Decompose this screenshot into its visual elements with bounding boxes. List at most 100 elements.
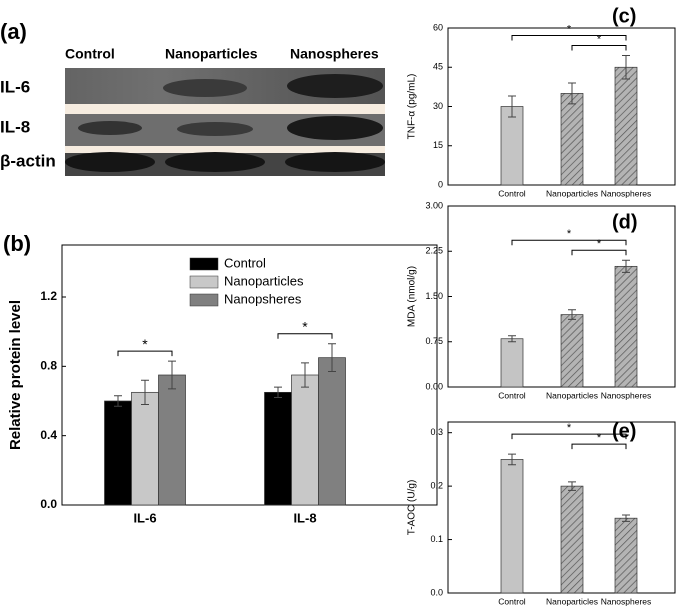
column-label: Control <box>65 46 115 62</box>
x-tick-label: Control <box>498 390 526 400</box>
y-tick-label: 0.0 <box>430 587 443 597</box>
error-bar <box>622 54 630 80</box>
blot-band <box>65 152 155 172</box>
significance-bracket <box>511 34 627 41</box>
significance-bracket <box>511 433 627 440</box>
panel-label: (b) <box>3 231 31 256</box>
bar <box>500 106 524 186</box>
legend-label: Control <box>224 255 266 270</box>
y-tick-label: 2.25 <box>425 246 443 256</box>
x-tick-label: Nanoparticles <box>546 390 598 400</box>
row-label: IL-8 <box>0 117 30 136</box>
significance-label: * <box>567 422 572 434</box>
significance-label: * <box>597 33 602 45</box>
blot-band <box>78 121 142 135</box>
y-axis-label: TNF-α (pg/mL) <box>407 74 418 140</box>
x-tick-label: Nanoparticles <box>546 596 598 606</box>
y-tick-label: 1.2 <box>40 289 57 303</box>
x-tick-label: Nanospheres <box>601 596 652 606</box>
panel-label: (c) <box>612 5 636 27</box>
row-label: IL-6 <box>0 77 30 96</box>
significance-bracket <box>571 443 627 450</box>
legend-label: Nanoparticles <box>224 273 304 288</box>
row-label: β-actin <box>0 151 56 170</box>
y-tick-label: 0.75 <box>425 336 443 346</box>
blot-band <box>285 152 385 172</box>
bar <box>560 485 584 594</box>
chart-panel: (d) MDA (nmol/g) 0.00 0.75 1.50 2.25 3.00 Contr… <box>407 200 676 400</box>
error-bar <box>274 386 282 399</box>
chart-panel: (b) Relative protein level 0.0 0.4 0.8 1.2 IL-… <box>3 231 438 525</box>
legend-swatch <box>189 275 219 289</box>
x-tick-label: Nanospheres <box>601 390 652 400</box>
y-tick-label: 0.8 <box>40 359 57 373</box>
error-bar <box>622 514 630 522</box>
significance-label: * <box>567 228 572 240</box>
bar <box>264 391 292 506</box>
significance-label: * <box>302 319 308 335</box>
error-bar <box>508 335 516 343</box>
x-tick-label: IL-8 <box>293 510 316 525</box>
significance-label: * <box>597 238 602 250</box>
chart-panel: (e) T-AOC (U/g) 0.0 0.1 0.2 0.3 Control Nanopar… <box>407 420 676 606</box>
y-axis-label: T-AOC (U/g) <box>407 480 418 536</box>
significance-label: * <box>142 336 148 352</box>
blot-separator <box>65 104 385 114</box>
x-tick-label: Control <box>498 596 526 606</box>
significance-label: * <box>597 432 602 444</box>
blot: (a) Control Nanoparticles Nanospheres IL… <box>0 19 385 176</box>
error-bar <box>568 309 576 320</box>
panel-label: (d) <box>612 211 638 233</box>
blot-band <box>163 79 247 97</box>
bar <box>158 374 186 506</box>
y-tick-label: 0.2 <box>430 481 443 491</box>
y-tick-label: 3.00 <box>425 200 443 210</box>
blot-band <box>287 74 383 98</box>
y-tick-label: 30 <box>433 101 443 111</box>
y-tick-label: 1.50 <box>425 291 443 301</box>
error-bar <box>168 360 176 390</box>
bar <box>560 93 584 186</box>
legend-label: Nanopsheres <box>224 291 302 306</box>
y-tick-label: 0.3 <box>430 427 443 437</box>
panel-label: (a) <box>0 19 27 44</box>
y-tick-label: 45 <box>433 62 443 72</box>
significance-bracket <box>571 44 627 51</box>
y-tick-label: 0 <box>438 179 443 189</box>
bar <box>500 459 524 594</box>
y-axis-label: Relative protein level <box>7 300 24 450</box>
bar <box>318 357 346 506</box>
bar <box>614 517 638 594</box>
bar <box>500 338 524 388</box>
error-bar <box>568 481 576 491</box>
blot-band <box>177 122 253 136</box>
error-bar <box>568 82 576 105</box>
blot-band <box>287 116 383 140</box>
legend-swatch <box>189 257 219 271</box>
y-tick-label: 0.00 <box>425 381 443 391</box>
x-tick-label: Nanospheres <box>601 188 652 198</box>
bar <box>560 314 584 388</box>
blot-band <box>165 152 265 172</box>
error-bar <box>114 395 122 407</box>
column-label: Nanospheres <box>290 46 379 62</box>
bar <box>131 391 159 506</box>
x-tick-label: Control <box>498 188 526 198</box>
legend-swatch <box>189 293 219 307</box>
x-tick-label: IL-6 <box>133 510 156 525</box>
bar <box>614 66 638 186</box>
significance-bracket <box>511 239 627 246</box>
blot-separator <box>65 146 385 153</box>
significance-bracket <box>117 350 173 357</box>
error-bar <box>301 362 309 388</box>
error-bar <box>508 453 516 466</box>
significance-bracket <box>571 249 627 256</box>
significance-bracket <box>277 333 333 339</box>
bar <box>104 400 132 506</box>
y-tick-label: 15 <box>433 140 443 150</box>
column-label: Nanoparticles <box>165 46 258 62</box>
y-tick-label: 0.4 <box>40 428 57 442</box>
plot-frame <box>61 244 438 506</box>
chart-panel: (c) TNF-α (pg/mL) 0 15 30 45 60 Control Nanopart… <box>407 5 676 198</box>
